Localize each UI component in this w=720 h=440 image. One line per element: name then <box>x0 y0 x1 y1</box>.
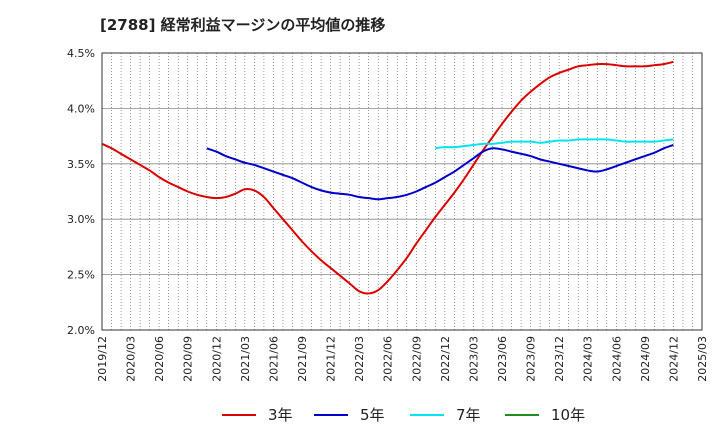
series-line-7年 <box>435 138 674 150</box>
x-tick-label: 2025/03 <box>696 336 709 382</box>
y-tick-label: 3.0% <box>67 213 95 226</box>
y-tick-label: 4.0% <box>67 102 95 115</box>
x-tick-label: 2023/12 <box>553 336 566 382</box>
x-tick-label: 2022/12 <box>439 336 452 382</box>
series-line-5年 <box>206 144 674 201</box>
series-line-3年 <box>101 60 674 295</box>
plot-area <box>102 53 702 330</box>
x-tick-label: 2024/06 <box>610 336 623 382</box>
y-tick-label: 2.5% <box>67 269 95 282</box>
x-tick-label: 2020/12 <box>210 336 223 382</box>
legend-swatch <box>314 413 348 416</box>
legend-swatch <box>505 413 539 416</box>
legend-swatch <box>222 413 256 416</box>
x-tick-label: 2022/03 <box>353 336 366 382</box>
x-tick-label: 2024/09 <box>639 336 652 382</box>
y-tick-label: 2.0% <box>67 324 95 337</box>
y-tick-label: 4.5% <box>67 47 95 60</box>
x-axis-tick-labels: 2019/12 2020/03 2020/06 2020/09 2020/12 2021/… <box>96 336 709 382</box>
legend-item: 5年 <box>314 404 385 425</box>
plot-border <box>101 52 703 331</box>
x-tick-label: 2021/06 <box>267 336 280 382</box>
legend-label: 3年 <box>268 406 293 424</box>
legend-item: 3年 <box>222 404 293 425</box>
x-tick-label: 2020/03 <box>125 336 138 382</box>
x-tick-label: 2021/03 <box>239 336 252 382</box>
horizontal-gridlines <box>102 108 702 276</box>
x-tick-label: 2023/09 <box>525 336 538 382</box>
chart-title: [2788] 経常利益マージンの平均値の推移 <box>100 16 386 34</box>
x-tick-label: 2024/12 <box>667 336 680 382</box>
x-tick-label: 2021/12 <box>325 336 338 382</box>
x-tick-label: 2023/06 <box>496 336 509 382</box>
legend-label: 7年 <box>456 406 481 424</box>
legend-label: 10年 <box>551 406 586 424</box>
x-tick-label: 2022/09 <box>410 336 423 382</box>
x-tick-label: 2021/09 <box>296 336 309 382</box>
legend-label: 5年 <box>360 406 385 424</box>
x-tick-label: 2020/06 <box>153 336 166 382</box>
x-tick-label: 2019/12 <box>96 336 109 382</box>
y-tick-label: 3.5% <box>67 158 95 171</box>
series-lines <box>101 60 674 295</box>
x-tick-label: 2022/06 <box>382 336 395 382</box>
legend-item: 7年 <box>410 404 481 425</box>
y-axis-tick-labels: 2.0% 2.5% 3.0% 3.5% 4.0% 4.5% <box>67 47 95 337</box>
legend-swatch <box>410 413 444 416</box>
x-tick-label: 2024/03 <box>582 336 595 382</box>
x-tick-label: 2023/03 <box>467 336 480 382</box>
legend-item: 10年 <box>505 404 585 425</box>
x-tick-label: 2020/09 <box>182 336 195 382</box>
